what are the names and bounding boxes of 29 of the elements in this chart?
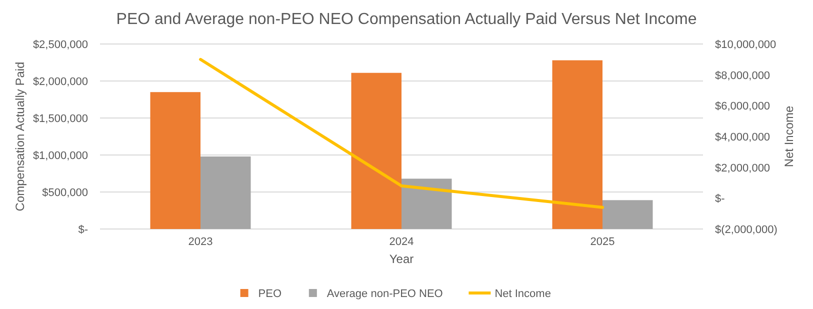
y-tick-label: $-	[78, 224, 88, 236]
legend-label: Average non-PEO NEO	[326, 288, 444, 300]
y-tick-label: $2,000,000	[32, 76, 88, 88]
y-tick-label: $500,000	[42, 187, 88, 199]
y2-tick-label: $6,000,000	[715, 100, 770, 113]
x-axis-title: Year	[389, 252, 414, 266]
legend-label: Net Income	[494, 288, 551, 300]
chart-title: PEO and Average non-PEO NEO Compensation Actually Paid Versus Net Income	[116, 11, 697, 28]
y-tick-label: $1,500,000	[32, 113, 88, 125]
y-tick-label: $1,000,000	[32, 150, 88, 162]
y2-tick-label: $(2,000,000)	[715, 224, 778, 236]
legend-label: PEO	[258, 288, 282, 300]
bar	[602, 200, 653, 229]
y-tick-label: $2,500,000	[32, 39, 88, 51]
x-tick-label: 2024	[389, 236, 414, 248]
y2-tick-label: $8,000,000	[715, 70, 770, 82]
y2-axis-title: Net Income	[782, 105, 796, 168]
x-tick-label: 2025	[590, 236, 615, 248]
x-tick-label: 2023	[188, 236, 213, 248]
bar	[200, 156, 251, 229]
bar	[402, 178, 452, 229]
y2-tick-label: $10,000,000	[715, 39, 776, 51]
bar	[552, 60, 602, 229]
y-axis-title: Compensation Actually Paid	[13, 62, 27, 212]
y2-tick-label: $-	[715, 193, 726, 206]
y2-tick-label: $4,000,000	[715, 132, 770, 144]
bar	[351, 72, 402, 229]
y2-tick-label: $2,000,000	[715, 162, 770, 174]
bar	[150, 92, 200, 229]
